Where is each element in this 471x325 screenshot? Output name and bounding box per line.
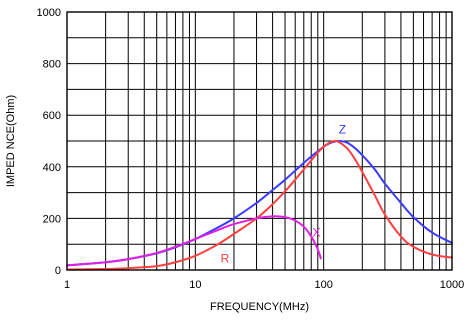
series-layer <box>66 139 453 271</box>
x-tick-label: 100 <box>314 279 332 291</box>
y-tick-label: 800 <box>43 59 61 71</box>
series-r-label: R <box>221 251 230 265</box>
labels-layer: Z R X <box>221 122 347 265</box>
x-axis-title: FREQUENCY(MHz) <box>210 301 309 313</box>
y-tick-label: 400 <box>43 162 61 174</box>
y-tick-label: 0 <box>55 265 61 277</box>
series-r-line <box>66 139 453 271</box>
x-tick-label: 1 <box>64 279 70 291</box>
series-x-line <box>66 215 322 267</box>
series-z-label: Z <box>339 122 346 136</box>
y-tick-label: 1000 <box>37 7 61 19</box>
x-tick-label: 1000 <box>440 279 464 291</box>
y-tick-label: 200 <box>43 213 61 225</box>
series-x-label: X <box>313 225 321 239</box>
series-z-line <box>66 139 453 267</box>
y-axis-title: IMPED NCE(Ohm) <box>5 95 17 187</box>
ticks-layer: 1 10 100 1000 0 200 400 600 800 1000 <box>37 7 465 291</box>
y-tick-label: 600 <box>43 110 61 122</box>
grid-layer <box>66 11 453 271</box>
x-tick-label: 10 <box>189 279 201 291</box>
plot-frame <box>66 11 453 271</box>
